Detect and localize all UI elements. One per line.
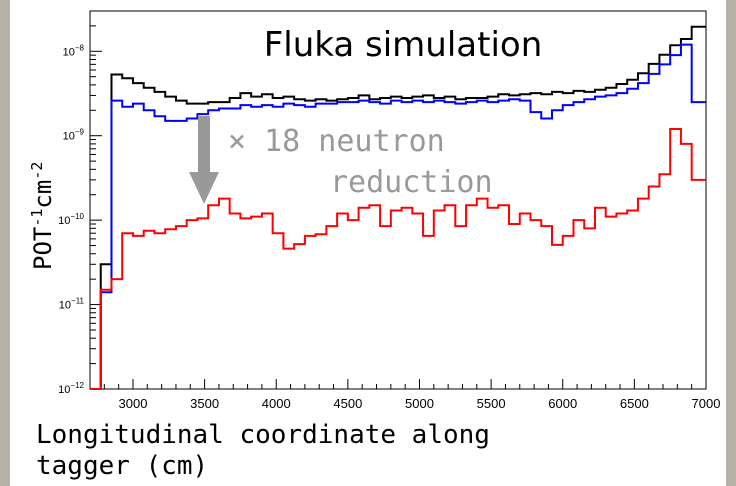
x-tick-label: 6500 xyxy=(620,396,649,411)
y-tick-base: 10 xyxy=(58,384,70,396)
y-axis-title: POT-1cm-2 xyxy=(28,162,57,270)
histogram-series xyxy=(90,128,706,390)
figure-area xyxy=(10,0,726,486)
y-tick-label: 10−10 xyxy=(58,212,84,227)
y-tick-exponent: −11 xyxy=(71,297,85,306)
histogram-series xyxy=(90,43,706,390)
y-tick-label: 10−12 xyxy=(58,381,84,396)
series-layer xyxy=(90,25,706,390)
left-background-strip xyxy=(0,0,10,486)
y-tick-exponent: −9 xyxy=(75,128,85,137)
y-tick-exponent: −8 xyxy=(75,43,85,52)
y-axis-title-base2: cm xyxy=(29,179,57,209)
x-tick-label: 3500 xyxy=(190,396,219,411)
y-axis-title-base1: POT xyxy=(29,226,57,270)
y-tick-exponent: −12 xyxy=(70,381,84,390)
histogram-series xyxy=(90,25,706,390)
y-tick-label: 10−9 xyxy=(63,128,85,143)
reduction-annotation-line: × 18 neutron xyxy=(228,124,445,159)
reduction-annotation-line: reduction xyxy=(330,165,493,200)
y-axis-title-exp1: -1 xyxy=(28,208,46,227)
y-tick-label: 10−11 xyxy=(59,297,85,312)
plot-frame xyxy=(89,10,707,390)
arrow-shaft xyxy=(198,116,210,176)
reduction-annotation: × 18 neutron reduction xyxy=(228,124,493,200)
x-axis-title: Longitudinal coordinate along tagger (cm… xyxy=(36,420,490,481)
x-tick-label: 4500 xyxy=(333,396,362,411)
x-tick-label: 6000 xyxy=(548,396,577,411)
y-tick-label: 10−8 xyxy=(63,43,85,58)
reduction-arrow xyxy=(189,116,219,204)
arrow-head xyxy=(189,172,219,204)
chart-title: Fluka simulation xyxy=(264,25,543,65)
x-axis-ticks: 3000 3500 4000 4500 5000 5500 6000 6500 7000 xyxy=(103,379,721,411)
y-tick-base: 10 xyxy=(63,131,75,143)
y-tick-base: 10 xyxy=(63,46,75,58)
right-background-strip xyxy=(726,0,736,486)
x-tick-label: 5500 xyxy=(477,396,506,411)
y-tick-base: 10 xyxy=(58,215,70,227)
x-tick-label: 3000 xyxy=(119,396,148,411)
y-tick-exponent: −10 xyxy=(70,212,84,221)
x-tick-label: 4000 xyxy=(262,396,291,411)
y-axis-title-exp2: -2 xyxy=(28,161,46,180)
y-tick-base: 10 xyxy=(59,300,71,312)
x-tick-label: 7000 xyxy=(692,396,721,411)
x-tick-label: 5000 xyxy=(405,396,434,411)
